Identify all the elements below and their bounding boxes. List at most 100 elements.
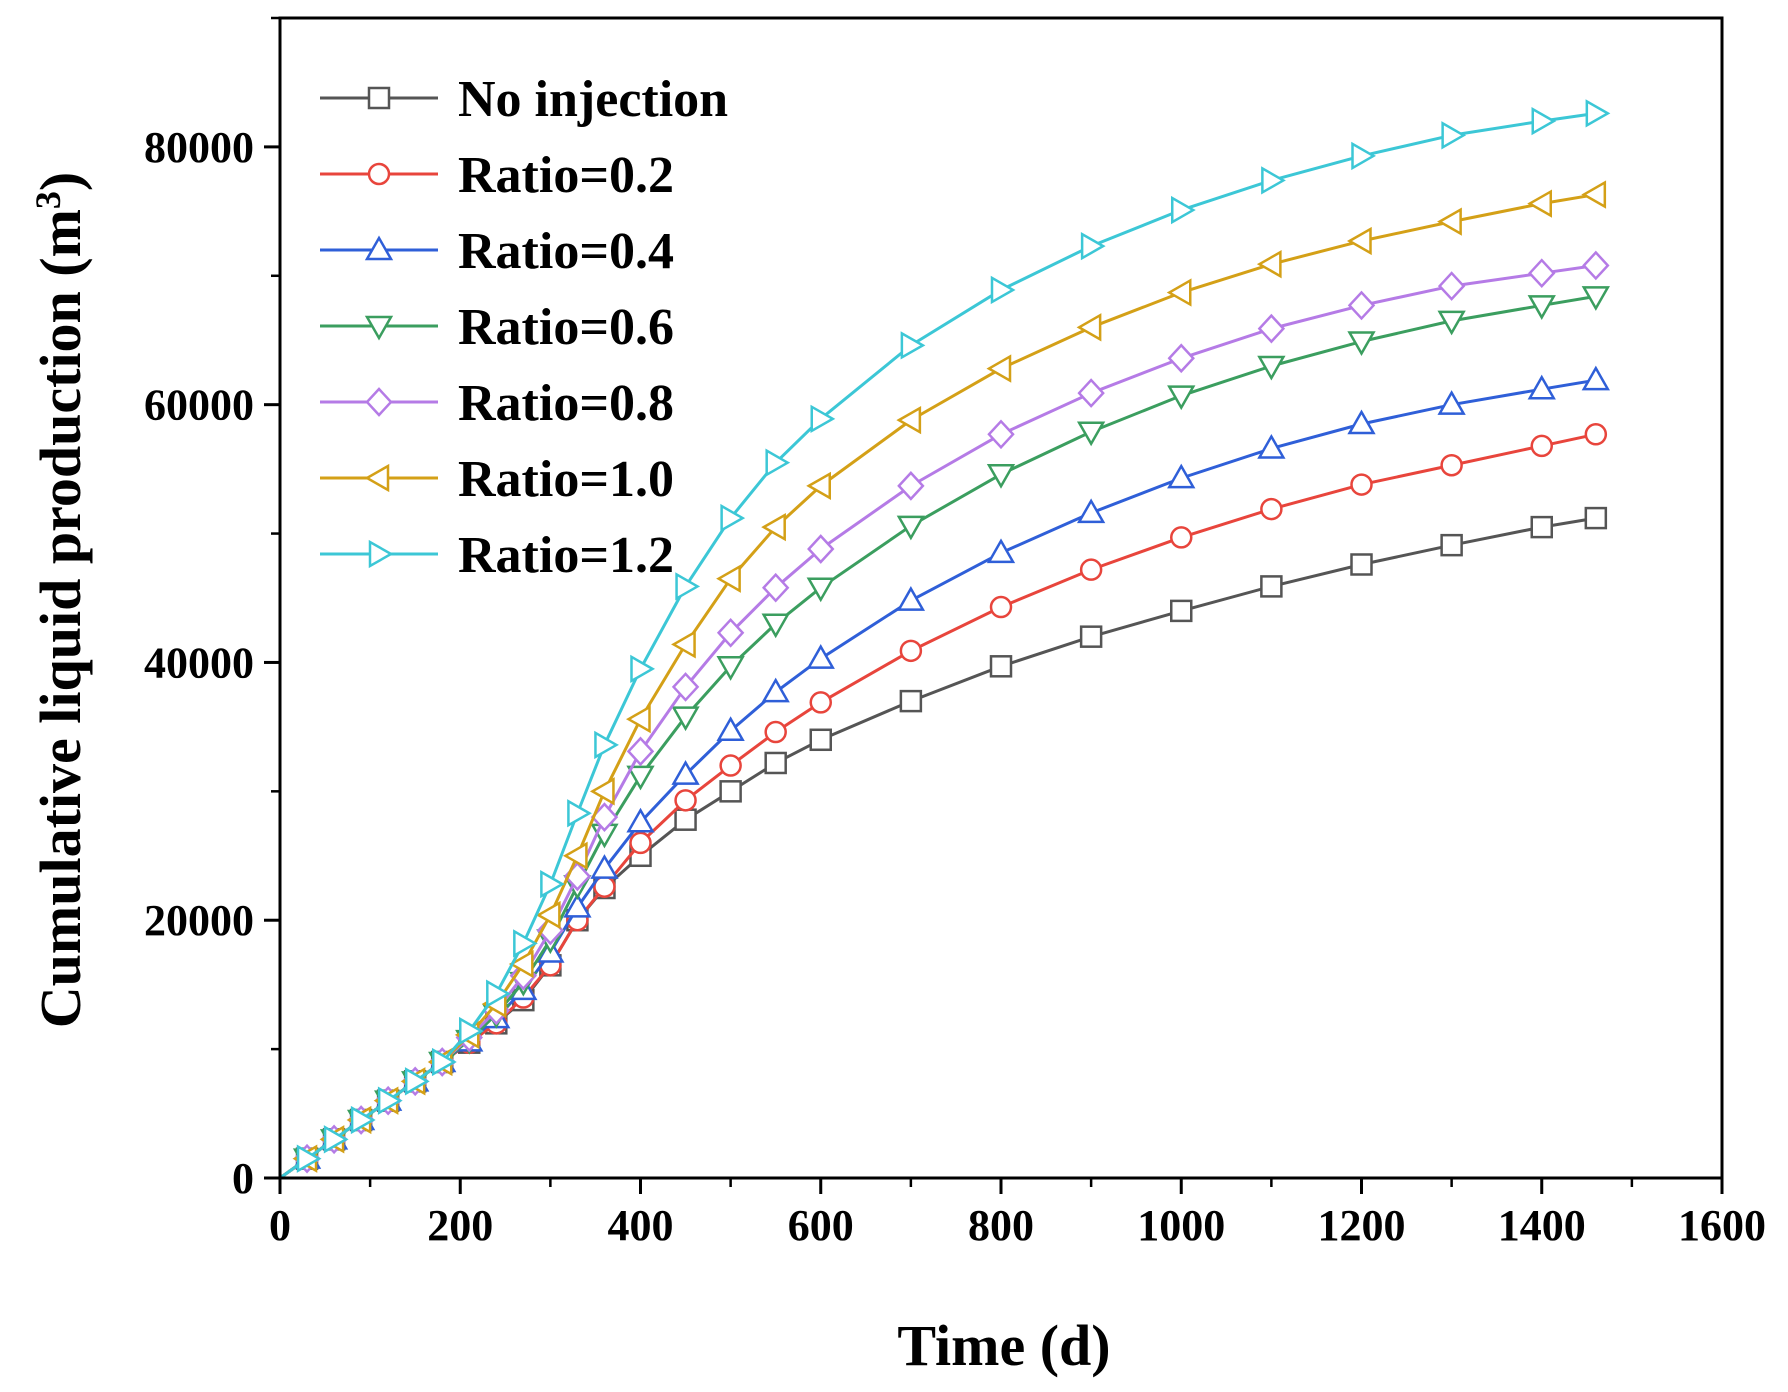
legend-marker <box>365 387 393 417</box>
data-point <box>1530 434 1553 458</box>
legend-item: Ratio=0.4 <box>320 223 674 280</box>
data-point <box>1260 497 1283 521</box>
data-point <box>1261 166 1286 195</box>
data-point <box>1076 498 1106 524</box>
data-point <box>1581 180 1607 209</box>
data-point <box>720 503 746 533</box>
data-point <box>1346 226 1372 256</box>
data-point <box>404 1067 430 1096</box>
data-point <box>1170 599 1193 623</box>
legend-label: Ratio=1.0 <box>458 451 674 508</box>
data-point <box>1257 355 1286 381</box>
data-point <box>1585 99 1611 128</box>
series-ratio-1-2 <box>279 99 1611 1180</box>
data-point <box>899 639 923 663</box>
data-point <box>1347 331 1376 357</box>
x-tick-label: 1200 <box>1318 1201 1406 1250</box>
data-point <box>296 1144 322 1173</box>
data-point <box>986 538 1016 564</box>
data-point <box>1079 558 1103 581</box>
data-point <box>986 354 1012 383</box>
data-point <box>1347 290 1376 321</box>
data-point <box>1350 553 1373 576</box>
data-point <box>1440 533 1463 557</box>
data-point <box>1437 390 1466 415</box>
x-tick-label: 1000 <box>1137 1201 1225 1250</box>
data-point <box>1166 278 1192 307</box>
y-tick-label: 40000 <box>144 638 254 687</box>
data-point <box>377 1086 403 1115</box>
data-point <box>508 949 534 979</box>
data-point <box>671 672 700 702</box>
data-point <box>1076 313 1102 342</box>
data-point <box>990 275 1016 305</box>
y-axis-title: Cumulative liquid production (m3) <box>28 172 93 1028</box>
axis-layer: 0 200 400 600 800 1000 1200 1400 1600 0 20000 40000… <box>144 16 1766 1250</box>
data-point <box>1440 453 1463 477</box>
data-point <box>563 892 592 918</box>
x-tick-label: 800 <box>968 1201 1034 1250</box>
data-point <box>626 736 655 767</box>
y-tick-label: 20000 <box>144 896 254 945</box>
data-point <box>716 564 741 593</box>
data-point <box>1256 250 1282 279</box>
data-point <box>764 751 787 775</box>
data-point <box>719 780 742 803</box>
data-point <box>590 854 619 879</box>
data-point <box>761 572 790 603</box>
data-point <box>567 799 592 828</box>
data-point <box>1260 575 1283 598</box>
legend-marker <box>367 162 391 186</box>
y-tick-label: 0 <box>232 1154 254 1203</box>
data-point <box>809 691 832 714</box>
data-point <box>1437 207 1462 236</box>
legend-item: Ratio=0.2 <box>320 147 674 204</box>
data-point <box>896 405 922 435</box>
data-point <box>540 869 565 899</box>
data-point <box>626 765 655 791</box>
data-point <box>1581 286 1610 311</box>
legend-item: Ratio=1.0 <box>320 451 674 508</box>
data-point <box>629 831 652 855</box>
legend-marker <box>364 315 394 341</box>
data-point <box>1527 189 1552 218</box>
plot-layer <box>279 99 1611 1180</box>
data-point <box>716 617 745 648</box>
data-point <box>625 705 651 734</box>
legend-label: Ratio=0.2 <box>458 147 674 204</box>
data-point <box>896 586 926 611</box>
data-point <box>806 471 831 501</box>
data-point <box>1527 295 1556 320</box>
data-point <box>900 331 926 360</box>
data-point <box>1347 409 1376 435</box>
data-point <box>1170 526 1193 549</box>
data-point <box>1167 463 1196 489</box>
legend-label: Ratio=1.2 <box>458 527 674 584</box>
legend-item: No injection <box>320 71 728 128</box>
data-point <box>1077 378 1105 408</box>
data-point <box>764 720 787 744</box>
data-point <box>806 644 835 669</box>
data-point <box>897 471 925 501</box>
legend-label: Ratio=0.6 <box>458 299 674 356</box>
data-point <box>1581 365 1610 391</box>
legend-item: Ratio=0.8 <box>320 375 674 432</box>
data-point <box>987 419 1015 450</box>
data-point <box>675 572 701 601</box>
data-point <box>1076 421 1106 447</box>
data-point <box>989 595 1013 619</box>
legend-label: Ratio=0.8 <box>458 375 674 432</box>
data-point <box>1528 258 1556 289</box>
data-point <box>535 900 561 930</box>
x-tick-label: 400 <box>608 1201 674 1250</box>
data-point <box>350 1105 376 1135</box>
data-point <box>626 807 655 833</box>
x-tick-label: 200 <box>427 1201 493 1250</box>
data-point <box>671 706 700 732</box>
legend-marker <box>364 235 394 261</box>
data-point <box>594 730 619 760</box>
data-point <box>459 1016 484 1046</box>
data-point <box>486 979 511 1008</box>
data-point <box>630 654 656 684</box>
